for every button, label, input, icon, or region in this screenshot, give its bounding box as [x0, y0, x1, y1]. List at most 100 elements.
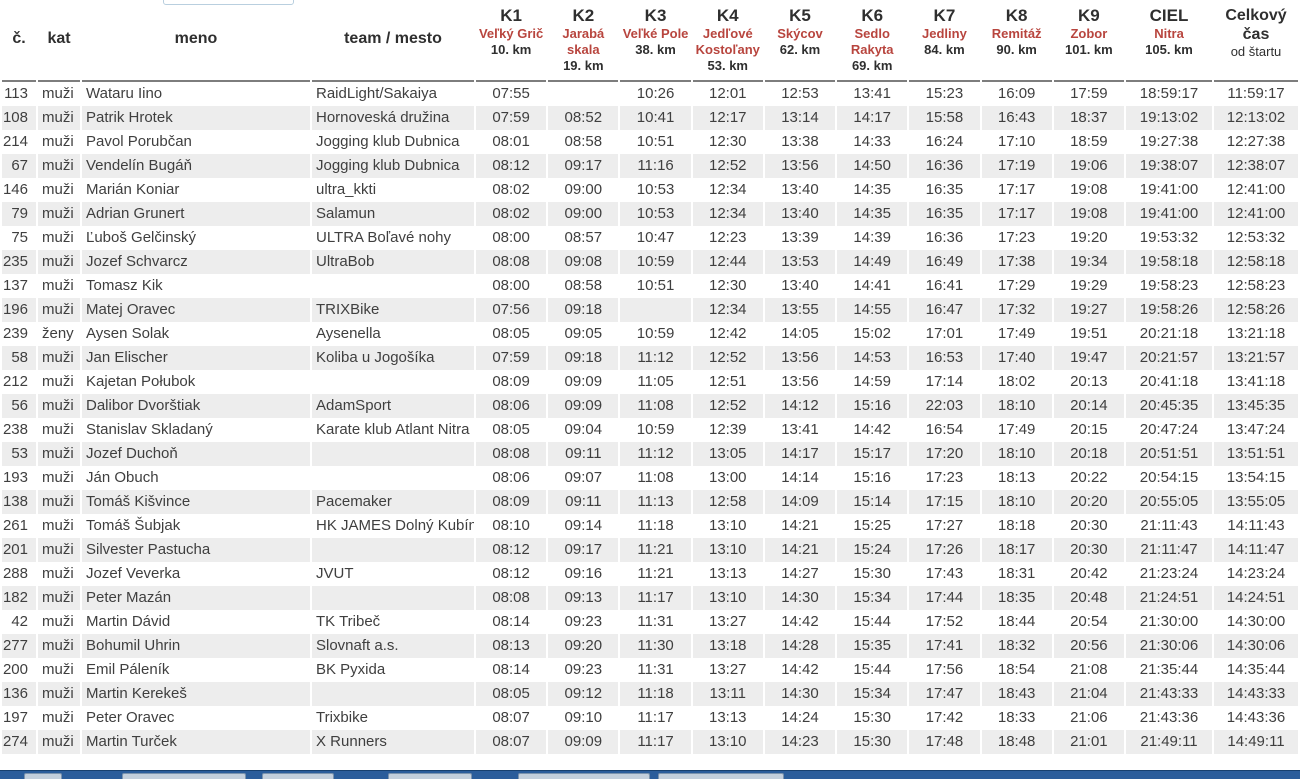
- result-row: 137 muži Tomasz Kik 08:00 08:58 10:51 12:30 13:…: [2, 274, 1298, 298]
- cell-k8: 18:43: [981, 682, 1052, 706]
- cell-ciel: 21:43:36: [1139, 709, 1199, 726]
- result-row: 42 muži Martin Dávid TK Tribeč 08:14 09:23 11:…: [2, 610, 1298, 634]
- taskbar-button[interactable]: [122, 773, 246, 779]
- cell-k2: 09:09: [548, 730, 619, 754]
- cell-k4: 12:34: [708, 181, 747, 198]
- cell-k9: 19:34: [1053, 250, 1124, 274]
- cell-k7: 17:48: [909, 730, 980, 754]
- cell-bib: 42: [11, 613, 28, 630]
- cell-team: Salamun: [312, 202, 474, 226]
- cell-ciel: 21:11:47: [1126, 538, 1212, 562]
- cell-k8: 18:31: [997, 565, 1036, 582]
- cell-total: 14:11:43: [1227, 517, 1285, 534]
- cell-k6: 15:16: [853, 469, 891, 486]
- checkpoint-place: Sedlo Rakyta: [850, 26, 894, 57]
- cell-ciel: 21:30:00: [1139, 613, 1199, 630]
- taskbar-button[interactable]: [658, 773, 784, 779]
- cell-k3: 10:53: [636, 181, 675, 198]
- cell-kat: muži: [38, 490, 80, 514]
- cell-k2: 09:18: [548, 346, 619, 370]
- cell-k9: 20:20: [1053, 490, 1124, 514]
- cell-team: UltraBob: [312, 250, 474, 274]
- cell-ciel: 20:55:05: [1126, 490, 1212, 514]
- cell-kat: muži: [42, 469, 74, 486]
- cell-k7: 16:41: [925, 277, 964, 294]
- cell-team: TK Tribeč: [316, 613, 381, 630]
- taskbar-button[interactable]: [262, 773, 334, 779]
- checkpoint-place: Veľký Grič: [478, 26, 544, 41]
- result-row: 196 muži Matej Oravec TRIXBike 07:56 09:18 12:…: [2, 298, 1298, 322]
- cell-k1: 08:05: [492, 325, 530, 342]
- cell-k2: 09:04: [564, 421, 603, 438]
- result-row: 58 muži Jan Elischer Koliba u Jogošíka 07:59…: [2, 346, 1298, 370]
- cell-k2: 09:18: [548, 298, 619, 322]
- cell-meno: Ľuboš Gelčinský: [86, 229, 197, 246]
- cell-k8: 18:10: [981, 394, 1052, 418]
- taskbar-button[interactable]: [388, 773, 472, 779]
- cell-k7: 17:01: [925, 325, 964, 342]
- cell-meno: Peter Oravec: [86, 709, 175, 726]
- cell-k1: 07:59: [476, 346, 547, 370]
- cell-k8: 18:17: [981, 538, 1052, 562]
- results-table-header: č. kat meno team / mesto K1 Veľký Grič 10. km K…: [2, 2, 1298, 82]
- cell-total: 12:38:07: [1214, 154, 1298, 178]
- cell-k4: 13:13: [708, 565, 747, 582]
- cell-total: 12:58:23: [1226, 277, 1286, 294]
- cell-k4: 12:51: [708, 373, 747, 390]
- taskbar-button[interactable]: [518, 773, 650, 779]
- col-header-kat: kat: [38, 2, 80, 82]
- cell-k8: 17:19: [981, 154, 1052, 178]
- cell-k4: 12:34: [692, 298, 763, 322]
- cell-k6: 13:41: [853, 85, 891, 102]
- cell-bib: 239: [2, 325, 28, 342]
- cell-k4: 13:10: [692, 538, 763, 562]
- cell-bib: 182: [2, 586, 36, 610]
- cell-k7: 17:44: [909, 586, 980, 610]
- cell-ciel: 20:47:24: [1139, 421, 1199, 438]
- cell-bib: 277: [2, 634, 36, 658]
- cell-k6: 15:30: [837, 730, 908, 754]
- cell-k4: 13:13: [708, 709, 747, 726]
- cell-total: 13:47:24: [1226, 421, 1286, 438]
- checkpoint-code: K7: [933, 6, 956, 25]
- cell-k7: 16:35: [909, 202, 980, 226]
- cell-k7: 17:43: [925, 565, 964, 582]
- cell-bib: 138: [2, 490, 36, 514]
- cell-kat: muži: [42, 85, 74, 102]
- cell-k2: 09:09: [564, 373, 603, 390]
- checkpoint-place: Nitra: [1154, 26, 1184, 41]
- cell-k9: 20:54: [1070, 613, 1108, 630]
- cell-ciel: 19:38:07: [1126, 154, 1212, 178]
- total-time-label: Celkový čas: [1225, 7, 1287, 43]
- taskbar-button[interactable]: [24, 773, 62, 779]
- result-row: 201 muži Silvester Pastucha 08:12 09:17 11:21…: [2, 538, 1298, 562]
- cell-ciel: 21:35:44: [1139, 661, 1199, 678]
- cell-k7: 17:23: [925, 469, 964, 486]
- cell-k7: 17:20: [909, 442, 980, 466]
- cell-k2: 09:20: [548, 634, 619, 658]
- cell-k1: 08:14: [492, 613, 530, 630]
- cell-k4: 12:23: [708, 229, 747, 246]
- cell-bib: 274: [2, 730, 36, 754]
- cell-k1: 08:05: [476, 682, 547, 706]
- cell-k8: 17:17: [997, 181, 1036, 198]
- cell-k3: 10:59: [636, 421, 675, 438]
- cell-meno: Adrian Grunert: [82, 202, 310, 226]
- cell-k4: 12:30: [708, 133, 747, 150]
- filter-input[interactable]: [163, 0, 294, 5]
- result-row: 235 muži Jozef Schvarcz UltraBob 08:08 09:08 1…: [2, 250, 1298, 274]
- cell-meno: Martin Turček: [82, 730, 310, 754]
- result-row: 75 muži Ľuboš Gelčinský ULTRA Boľavé nohy 08…: [2, 226, 1298, 250]
- cell-total: 12:27:38: [1226, 133, 1286, 150]
- col-header-meno: meno: [82, 2, 310, 82]
- cell-team: Jogging klub Dubnica: [312, 154, 474, 178]
- cell-ciel: 19:27:38: [1139, 133, 1199, 150]
- cell-bib: 288: [2, 565, 28, 582]
- cell-k5: 14:27: [781, 565, 819, 582]
- cell-k9: 21:01: [1053, 730, 1124, 754]
- cell-team: Slovnaft a.s.: [312, 634, 474, 658]
- cell-total: 11:59:17: [1227, 85, 1285, 102]
- cell-k4: 13:18: [692, 634, 763, 658]
- checkpoint-code: K9: [1078, 6, 1100, 25]
- cell-k2: 09:10: [564, 709, 603, 726]
